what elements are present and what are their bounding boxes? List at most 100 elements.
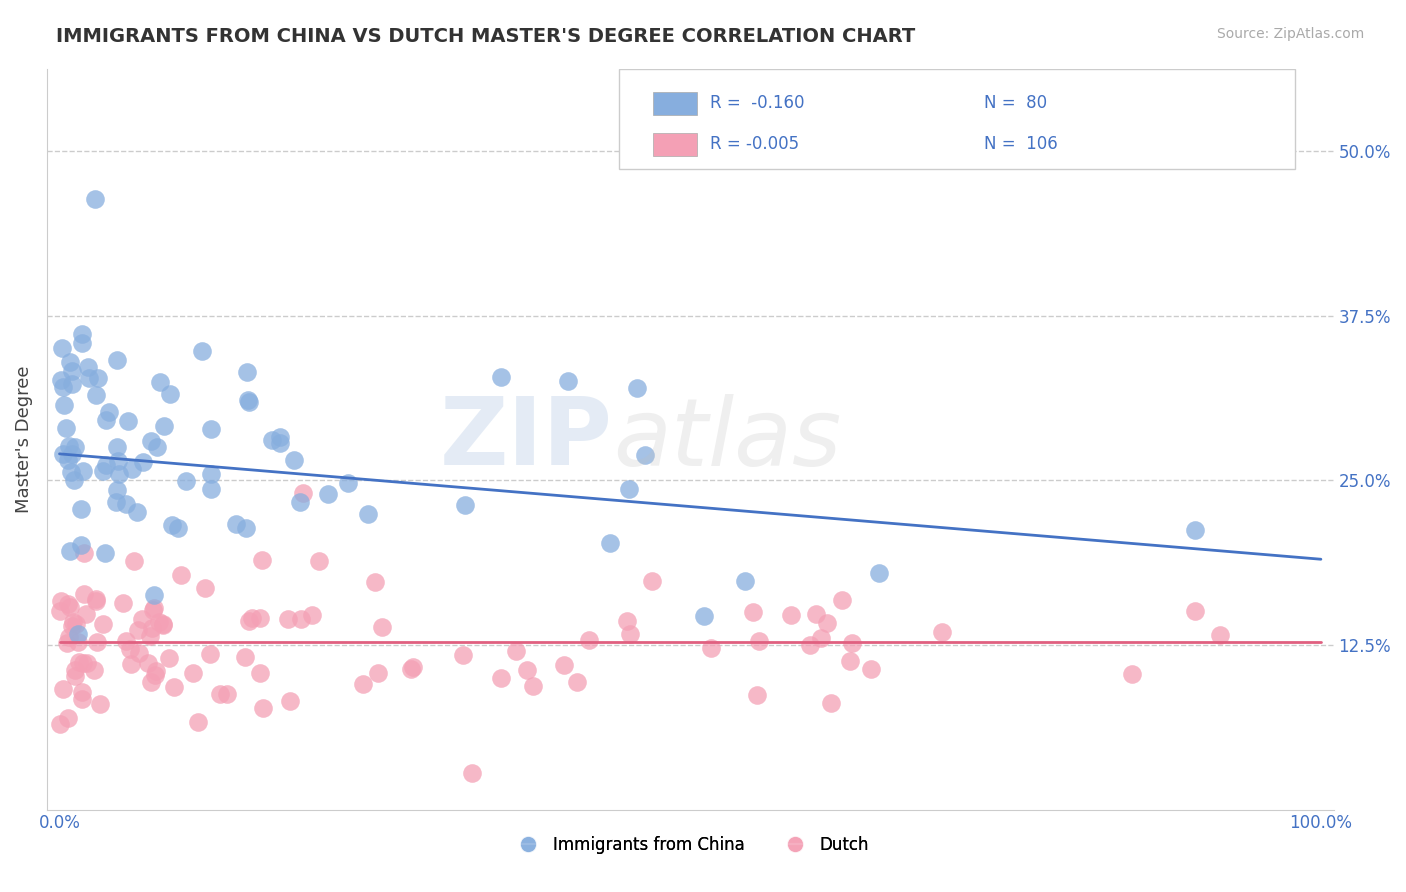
Point (269, 436, 291, 450)
Point (105, 483, 128, 498)
Point (626, 381, 648, 395)
Point (105, 495, 128, 509)
Point (250, 553, 273, 567)
FancyBboxPatch shape (652, 92, 696, 115)
Point (51, 380, 73, 394)
Point (578, 633, 600, 648)
Point (120, 657, 142, 671)
Point (56, 711, 79, 725)
Text: R = -0.005: R = -0.005 (710, 135, 799, 153)
Point (84, 594, 107, 608)
Y-axis label: Master's Degree: Master's Degree (15, 366, 32, 513)
Point (139, 434, 162, 448)
Point (238, 394, 260, 409)
Point (63, 668, 86, 682)
Point (1209, 627, 1232, 641)
Point (252, 701, 274, 715)
Point (72, 327, 94, 342)
Point (59, 599, 82, 614)
Point (52, 447, 75, 461)
Point (152, 617, 174, 632)
Point (308, 553, 330, 567)
Point (249, 610, 271, 624)
Point (190, 343, 212, 358)
Point (489, 671, 512, 685)
Point (734, 574, 756, 588)
Point (122, 553, 145, 567)
Point (159, 650, 181, 665)
Point (94, 546, 117, 560)
Point (107, 352, 129, 367)
Point (127, 624, 149, 638)
Point (117, 414, 139, 428)
Point (139, 629, 162, 643)
Point (128, 646, 150, 660)
Point (56, 597, 79, 611)
Point (616, 614, 638, 628)
Point (143, 668, 166, 682)
Point (516, 663, 538, 677)
Point (815, 615, 838, 630)
Text: Source: ZipAtlas.com: Source: ZipAtlas.com (1216, 27, 1364, 41)
Point (141, 622, 163, 636)
Point (62, 474, 84, 488)
Point (187, 714, 209, 729)
Point (249, 665, 271, 680)
Point (52, 397, 75, 411)
Point (89, 698, 111, 712)
Point (58, 630, 80, 644)
Point (810, 631, 832, 645)
Point (91, 464, 114, 478)
Point (115, 497, 138, 511)
Point (77, 371, 100, 385)
Point (83, 663, 105, 677)
Point (402, 660, 425, 674)
FancyBboxPatch shape (652, 133, 696, 156)
Point (115, 634, 138, 648)
Point (56, 635, 79, 649)
Point (505, 644, 527, 658)
Point (820, 696, 842, 710)
Point (194, 581, 217, 595)
Point (60, 376, 83, 391)
Point (780, 608, 803, 623)
Point (84, 192, 107, 206)
Point (262, 433, 284, 447)
Point (139, 674, 162, 689)
Point (235, 521, 257, 535)
Point (619, 627, 641, 641)
Point (118, 642, 141, 657)
Point (453, 648, 475, 662)
Point (86, 592, 108, 607)
Point (215, 688, 238, 702)
Point (70, 502, 93, 516)
Point (52, 682, 75, 697)
Point (72, 464, 94, 478)
Point (357, 507, 380, 521)
Point (63, 440, 86, 454)
Point (200, 421, 222, 435)
Text: atlas: atlas (613, 393, 841, 484)
Point (65, 617, 87, 632)
Point (60, 364, 83, 378)
Point (806, 607, 828, 621)
Text: IMMIGRANTS FROM CHINA VS DUTCH MASTER'S DEGREE CORRELATION CHART: IMMIGRANTS FROM CHINA VS DUTCH MASTER'S … (56, 27, 915, 45)
Point (77, 360, 100, 375)
Point (66, 635, 89, 649)
Point (693, 608, 716, 623)
Point (617, 482, 640, 496)
Text: ZIP: ZIP (440, 393, 613, 485)
Point (87, 371, 110, 385)
Point (641, 574, 664, 588)
Point (1184, 604, 1206, 618)
Point (148, 615, 170, 630)
Point (142, 603, 165, 617)
Point (742, 605, 765, 619)
Text: N =  106: N = 106 (984, 135, 1057, 153)
Point (198, 647, 221, 661)
Point (553, 657, 575, 672)
Point (860, 662, 883, 676)
Point (1184, 523, 1206, 537)
Point (67, 627, 90, 641)
Point (59, 355, 82, 369)
